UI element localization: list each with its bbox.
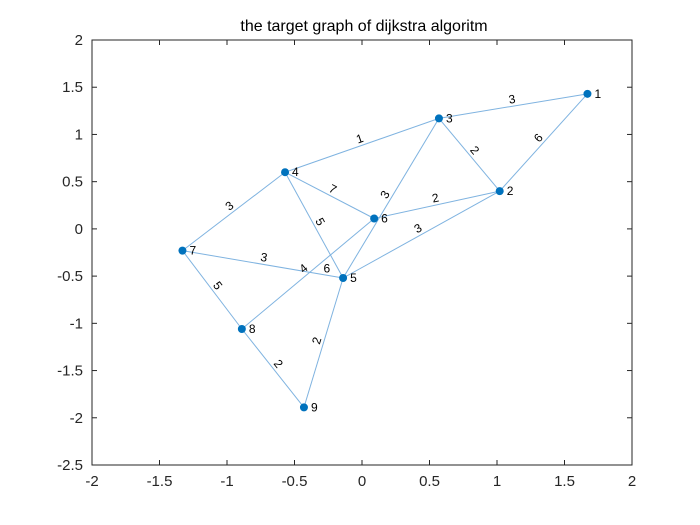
node-label: 7 [189,244,196,258]
edge-7-5 [182,250,344,279]
x-tick-label: -1.5 [147,473,173,490]
y-tick-label: 0 [75,221,83,238]
node-label: 6 [381,212,388,226]
y-tick-label: -2 [70,410,83,427]
edge-4-6 [284,171,375,219]
edge-weight-label-extra: 6 [324,262,331,276]
edge-2-5 [342,190,500,279]
node-4 [281,168,290,177]
y-tick-label: 2 [75,32,83,49]
chart-title: the target graph of dijkstra algoritm [240,18,487,35]
y-tick-label: -2.5 [57,457,83,474]
node-label: 3 [446,111,453,125]
node-label: 1 [594,87,601,101]
edges-layer [182,93,588,408]
nodes-layer: 1 2 3 4 5 6 7 8 9 [178,87,601,414]
x-tick-label: 0 [358,473,366,490]
edge-weight-label: 1 [354,131,365,147]
node-5 [339,274,348,282]
edge-7-8 [182,250,243,330]
edge-3-5 [342,118,440,279]
edge-weight-label: 2 [309,335,324,346]
y-tick-label: 1.5 [62,79,83,96]
node-label: 9 [311,400,318,414]
edge-6-8 [241,218,375,330]
node-7 [178,246,187,255]
node-label: 4 [292,165,299,179]
edge-weight-label: 2 [431,190,441,205]
edge-weight-label: 3 [259,250,268,265]
y-tick-label: -1 [70,315,83,332]
y-tick-label: -0.5 [57,268,83,285]
x-tick-label: 1 [493,473,501,490]
edge-weight-label: 3 [508,92,517,107]
node-8 [237,325,246,333]
edge-2-6 [374,190,500,219]
edge-4-7 [182,171,286,252]
x-tick-label: 2 [628,473,636,490]
edge-1-3 [438,93,588,119]
node-3 [434,114,443,123]
axes-area: -2 -1.5 -1 -0.5 0 0.5 1 1.5 2 2 1.5 1 0.5 0 -0.5 -1 -1.5… [57,32,636,490]
node-6 [370,214,379,223]
edge-8-9 [241,328,305,408]
edge-3-4 [284,117,440,173]
edge-1-2 [499,93,588,192]
node-1 [583,89,592,98]
node-9 [299,403,308,412]
x-tick-label: -0.5 [282,473,308,490]
node-label: 5 [350,271,357,285]
x-tick-label: -2 [85,473,98,490]
node-label: 2 [507,184,514,198]
y-tick-label: 0.5 [62,174,83,191]
x-tick-label: 0.5 [419,473,440,490]
y-tick-label: 1 [75,126,83,143]
x-tick-label: 1.5 [554,473,575,490]
node-2 [495,187,504,196]
y-tick-label: -1.5 [57,363,83,380]
edge-5-9 [303,277,344,408]
node-label: 8 [249,322,256,336]
x-tick-label: -1 [220,473,233,490]
edge-4-5 [284,171,344,279]
edge-3-2 [438,118,501,192]
